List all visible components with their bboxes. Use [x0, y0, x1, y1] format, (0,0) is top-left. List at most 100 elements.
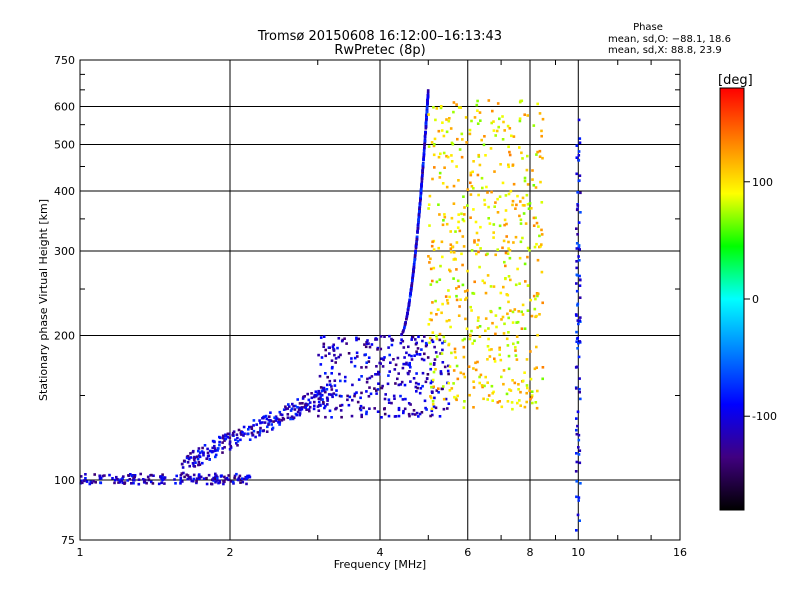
data-point	[217, 481, 220, 485]
data-point	[430, 396, 433, 400]
data-point	[466, 204, 469, 207]
data-point	[517, 383, 520, 386]
data-point	[442, 151, 446, 155]
data-point	[278, 423, 281, 426]
data-point	[409, 292, 412, 295]
data-point	[248, 438, 252, 441]
data-point	[431, 403, 435, 406]
data-point	[418, 206, 421, 209]
data-point	[526, 203, 530, 206]
data-point	[476, 109, 479, 112]
y-tick-label: 750	[54, 54, 75, 67]
data-point	[246, 432, 250, 436]
data-point	[366, 339, 369, 342]
data-point	[536, 294, 539, 298]
data-point	[576, 274, 579, 277]
data-point	[215, 479, 218, 483]
data-point	[373, 407, 376, 410]
data-point	[414, 245, 418, 248]
data-point	[180, 472, 184, 475]
data-point	[498, 348, 501, 351]
data-point	[306, 403, 310, 406]
data-point	[575, 289, 579, 293]
data-point	[287, 403, 290, 406]
data-point	[433, 166, 436, 169]
data-point	[252, 424, 255, 427]
data-point	[448, 319, 451, 322]
data-point	[462, 345, 466, 349]
data-point	[431, 177, 434, 181]
data-point	[333, 384, 337, 387]
data-point	[519, 218, 523, 222]
data-point	[407, 402, 411, 405]
data-point	[424, 133, 427, 136]
data-point	[331, 395, 334, 399]
x-axis-label: Frequency [MHz]	[334, 558, 426, 571]
data-point	[196, 457, 200, 461]
data-point	[474, 361, 477, 365]
data-point	[382, 358, 385, 362]
data-point	[390, 401, 393, 405]
data-point	[236, 478, 240, 481]
data-point	[216, 449, 219, 452]
data-point	[414, 413, 417, 416]
data-point	[477, 238, 480, 242]
data-point	[296, 398, 299, 401]
data-point	[223, 475, 226, 479]
colorbar-label: [deg]	[718, 73, 753, 88]
data-point	[351, 383, 354, 387]
data-point	[330, 385, 333, 388]
data-point	[425, 377, 429, 380]
data-point	[577, 244, 581, 247]
data-point	[409, 403, 412, 406]
data-point	[229, 480, 233, 483]
data-point	[458, 229, 462, 233]
data-point	[448, 117, 451, 120]
data-point	[461, 263, 464, 267]
data-point	[431, 279, 434, 283]
data-point	[419, 197, 422, 200]
data-point	[463, 337, 466, 341]
data-point	[576, 336, 579, 340]
data-point	[432, 385, 435, 389]
data-point	[421, 371, 425, 375]
data-point	[481, 385, 484, 389]
data-point	[432, 370, 436, 374]
data-point	[299, 409, 302, 412]
data-point	[578, 278, 582, 281]
data-point	[365, 390, 368, 393]
data-point	[407, 304, 410, 308]
data-point	[375, 389, 378, 392]
data-point	[577, 245, 581, 249]
data-point	[477, 153, 480, 157]
data-point	[462, 355, 466, 359]
data-point	[423, 146, 426, 149]
data-point	[137, 482, 141, 486]
data-point	[469, 216, 472, 219]
data-point	[429, 267, 433, 271]
data-point	[330, 359, 334, 362]
data-point	[217, 447, 220, 450]
data-point	[483, 203, 487, 206]
data-point	[490, 348, 493, 351]
data-point	[430, 244, 434, 248]
colorbar-tick-label: 0	[752, 293, 759, 306]
data-point	[493, 360, 497, 363]
data-point	[510, 401, 514, 404]
data-point	[368, 345, 372, 349]
data-point	[528, 249, 531, 252]
data-point	[461, 338, 465, 342]
data-point	[512, 342, 515, 346]
data-point	[408, 370, 411, 373]
data-point	[198, 451, 202, 454]
data-point	[405, 351, 408, 355]
data-point	[455, 294, 458, 298]
data-point	[364, 353, 367, 356]
data-point	[494, 134, 497, 137]
data-point	[486, 252, 489, 256]
data-point	[445, 130, 449, 134]
data-point	[494, 253, 497, 257]
data-point	[324, 372, 327, 375]
data-point	[514, 346, 517, 349]
data-point	[237, 476, 241, 480]
